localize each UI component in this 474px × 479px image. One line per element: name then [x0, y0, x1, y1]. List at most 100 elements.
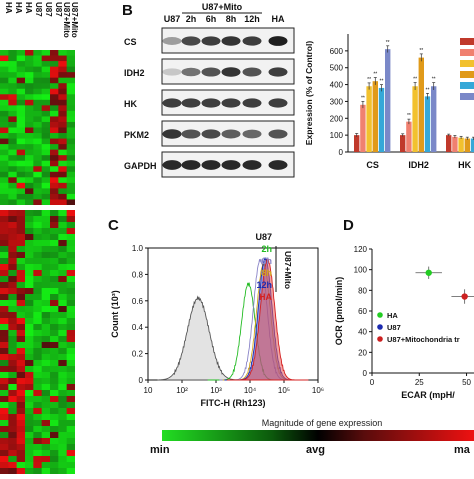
- colorbar-min-label: min: [150, 444, 170, 456]
- flow-chart-svg: 0 0.2 0.4 0.6 0.8 1.0 10 10² 10³ 10⁴ 10⁵ 10⁶ FITC-H …: [110, 232, 324, 408]
- heatmap-cell: [0, 240, 9, 247]
- heatmap-cell: [25, 72, 34, 79]
- western-blot: U87 U87+Mito 2h 6h 8h 12h HA CS IDH2 HK PKM2 GAPDH: [120, 0, 300, 185]
- scatter-legend-label: U87: [387, 323, 401, 332]
- heatmap-cell: [41, 264, 51, 271]
- heatmap-cell: [0, 378, 9, 385]
- heatmap-cell: [41, 372, 51, 379]
- heatmap-cell: [50, 372, 59, 379]
- flow-histogram: [226, 258, 309, 381]
- heatmap-cell: [25, 216, 34, 223]
- heatmap-cell: [41, 121, 51, 128]
- heatmap-cell: [0, 193, 9, 200]
- wb-band: [242, 67, 262, 77]
- heatmap-cell: [8, 240, 18, 247]
- heatmap-cell: [33, 252, 43, 259]
- heatmap-cell: [0, 456, 9, 463]
- heatmap-cell: [8, 72, 18, 79]
- heatmap-cell: [8, 228, 18, 235]
- heatmap-cell: [8, 50, 18, 56]
- bar-chart-svg: 0 100 200 300 400 500 600 Expression (% of Cont…: [304, 34, 474, 170]
- heatmap-col-label: U87: [44, 2, 53, 17]
- heatmap-cell: [50, 188, 59, 195]
- heatmap-cell: [66, 294, 76, 301]
- heatmap-cell: [33, 66, 43, 73]
- heatmap-cell: [0, 294, 9, 301]
- heatmap-cell: [50, 83, 59, 90]
- heatmap-cell: [66, 246, 76, 253]
- heatmap-cell: [41, 414, 51, 421]
- heatmap-cell: [0, 432, 9, 439]
- heatmap-cell: [58, 402, 68, 409]
- heatmap-cell: [25, 306, 34, 313]
- heatmap-cell: [41, 468, 51, 475]
- heatmap-col-label: U87+Mito: [70, 2, 79, 38]
- heatmap-cell: [50, 468, 59, 475]
- heatmap-cell: [25, 396, 34, 403]
- panel-letter-d: D: [343, 217, 354, 234]
- heatmap-cell: [33, 234, 43, 241]
- heatmap-cell: [25, 138, 34, 145]
- heatmap-cell: [0, 228, 9, 235]
- heatmap-cell: [16, 55, 26, 62]
- heatmap-cell: [25, 166, 34, 173]
- heatmap-cell: [8, 149, 18, 156]
- flow-x-tick-label: 10: [144, 386, 153, 395]
- heatmap-cell: [16, 354, 26, 361]
- heatmap-cell: [50, 354, 59, 361]
- heatmap-cell: [8, 246, 18, 253]
- heatmap-cell: [33, 50, 43, 56]
- heatmap-cell: [25, 354, 34, 361]
- heatmap-cell: [58, 160, 68, 167]
- heatmap-cell: [66, 366, 76, 373]
- heatmap-cell: [16, 312, 26, 319]
- heatmap-cell: [66, 66, 76, 73]
- heatmap-cell: [0, 252, 9, 259]
- wb-band: [242, 36, 262, 46]
- heatmap-cell: [25, 336, 34, 343]
- heatmap-cell: [58, 133, 68, 139]
- heatmap-cell: [25, 420, 34, 427]
- bar-significance: **: [386, 40, 390, 46]
- heatmap-cell: [25, 66, 34, 73]
- heatmap-cell: [0, 94, 9, 101]
- bar-significance: **: [413, 77, 417, 83]
- colorbar-title: Magnitude of gene expression: [261, 418, 383, 428]
- heatmap-cell: [25, 50, 34, 56]
- heatmap-cell: [50, 210, 59, 217]
- heatmap-cell: [58, 216, 68, 223]
- wb-band: [268, 160, 288, 170]
- heatmap-cell: [58, 432, 68, 439]
- colorbar: Magnitude of gene expression min avg ma: [140, 418, 474, 474]
- heatmap-cell: [41, 83, 51, 90]
- heatmap-cell: [41, 390, 51, 397]
- heatmap-cell: [50, 88, 59, 95]
- heatmap-cell: [58, 177, 68, 184]
- heatmap-cell: [25, 88, 34, 95]
- scatter-y-tick-label: 120: [354, 245, 368, 254]
- heatmap-cell: [8, 105, 18, 112]
- scatter-y-tick-label: 20: [358, 348, 367, 357]
- heatmap-cell: [8, 366, 18, 373]
- heatmap-cell: [41, 378, 51, 385]
- heatmap-cell: [8, 360, 18, 367]
- heatmap-col-label: U87: [34, 2, 43, 17]
- bar: [360, 104, 366, 152]
- heatmap-cell: [41, 50, 51, 56]
- heatmap-cell: [25, 110, 34, 117]
- heatmap-cell: [66, 77, 76, 84]
- scatter-y-tick-label: 60: [358, 307, 367, 316]
- heatmap-cell: [66, 160, 76, 167]
- heatmap-cell: [25, 177, 34, 184]
- heatmap-cell: [0, 110, 9, 117]
- bar-y-tick-label: 300: [330, 97, 344, 106]
- heatmap-cell: [25, 182, 34, 189]
- heatmap-cell: [8, 390, 18, 397]
- heatmap-cell: [8, 288, 18, 295]
- heatmap-cell: [41, 77, 51, 84]
- heatmap-cell: [58, 372, 68, 379]
- heatmap-cell: [50, 450, 59, 457]
- heatmap-cell: [0, 360, 9, 367]
- heatmap-cell: [25, 240, 34, 247]
- heatmap-cell: [50, 50, 59, 56]
